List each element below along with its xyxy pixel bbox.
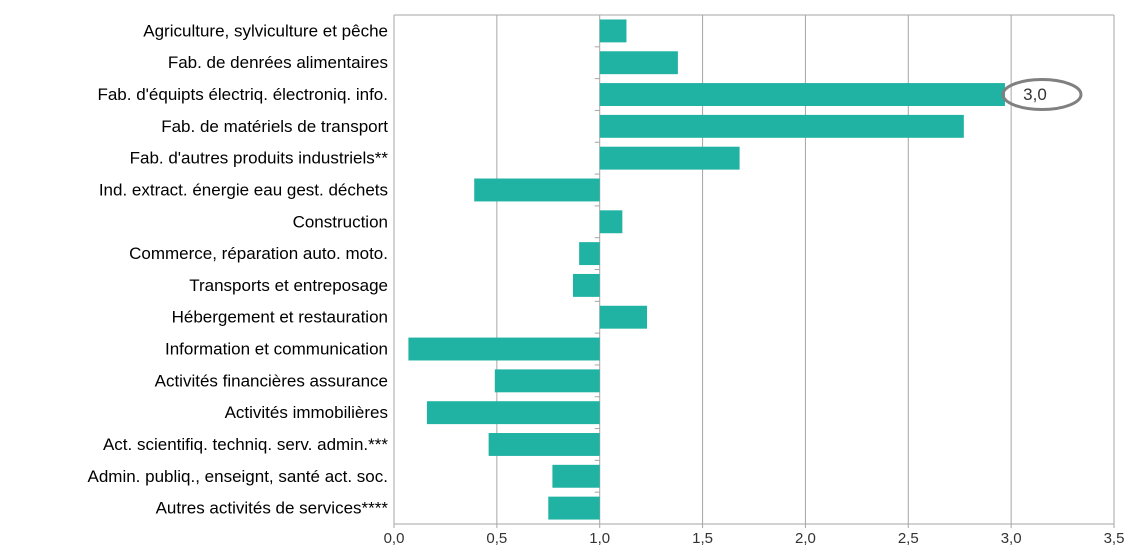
category-label: Commerce, réparation auto. moto. [129, 244, 388, 263]
bar [599, 19, 627, 43]
category-label: Hébergement et restauration [172, 308, 388, 327]
category-label: Fab. d'équipts électriq. électroniq. inf… [97, 85, 388, 104]
bar [548, 496, 600, 520]
category-labels-layer: Agriculture, sylviculture et pêche Fab. d… [87, 21, 388, 517]
x-tick-label: 3,5 [1104, 530, 1125, 547]
bar [552, 464, 600, 488]
bar [494, 369, 600, 393]
callout-value-label: 3,0 [1023, 85, 1047, 104]
bar [599, 114, 964, 138]
bar [488, 433, 600, 456]
x-tick-label: 1,5 [692, 530, 713, 547]
category-label: Activités financières assurance [155, 371, 388, 390]
category-label: Information et communication [165, 340, 388, 359]
category-label: Transports et entreposage [189, 276, 388, 295]
annotation-layer: 3,0 [1001, 78, 1083, 112]
category-label: Agriculture, sylviculture et pêche [143, 21, 388, 40]
bar [572, 273, 600, 297]
category-label: Autres activités de services**** [156, 499, 389, 518]
category-label: Ind. extract. énergie eau gest. déchets [99, 180, 388, 199]
bar [408, 337, 600, 361]
bars-layer [408, 19, 1005, 520]
x-tick-label: 2,5 [898, 530, 919, 547]
x-tick-label: 2,0 [795, 530, 816, 547]
bar [599, 51, 678, 75]
category-label: Fab. de matériels de transport [161, 117, 388, 136]
bar [599, 305, 648, 329]
x-tick-label: 0,0 [384, 530, 405, 547]
category-label: Fab. de denrées alimentaires [168, 53, 388, 72]
callout-ellipse [1001, 78, 1083, 112]
bar [599, 146, 740, 170]
category-label: Fab. d'autres produits industriels** [130, 149, 389, 168]
axis-layer [393, 14, 1114, 525]
x-tick-label: 3,0 [1001, 530, 1022, 547]
tick-labels-layer: 0,0 0,5 1,0 1,5 2,0 2,5 3,0 3,5 [384, 524, 1125, 547]
bar [426, 401, 600, 425]
bar [474, 178, 600, 202]
bar [579, 242, 600, 266]
category-label: Construction [293, 212, 388, 231]
x-tick-label: 1,0 [589, 530, 610, 547]
x-tick-label: 0,5 [486, 530, 507, 547]
bar [599, 210, 623, 234]
bar [599, 83, 1005, 106]
category-label: Act. scientifiq. techniq. serv. admin.**… [103, 435, 388, 454]
category-label: Activités immobilières [225, 403, 388, 422]
category-label: Admin. publiq., enseignt, santé act. soc… [87, 467, 388, 486]
